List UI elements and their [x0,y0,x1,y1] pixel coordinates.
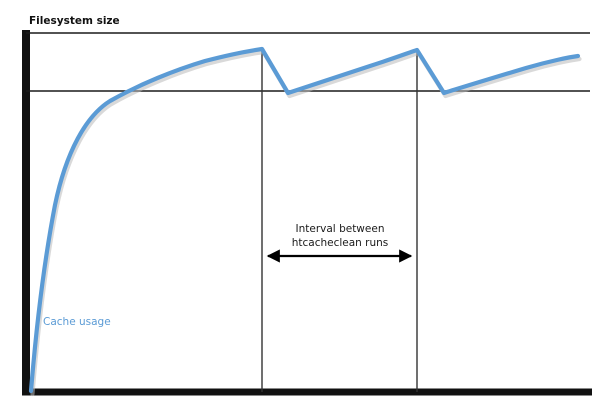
interval-annotation-line-1: Interval between [296,223,385,235]
cache-usage-curve [28,46,581,394]
interval-annotation-line-2: htcacheclean runs [292,237,389,249]
filesystem-size-label: Filesystem size [29,15,120,27]
cache-usage-label: Cache usage [43,316,111,328]
